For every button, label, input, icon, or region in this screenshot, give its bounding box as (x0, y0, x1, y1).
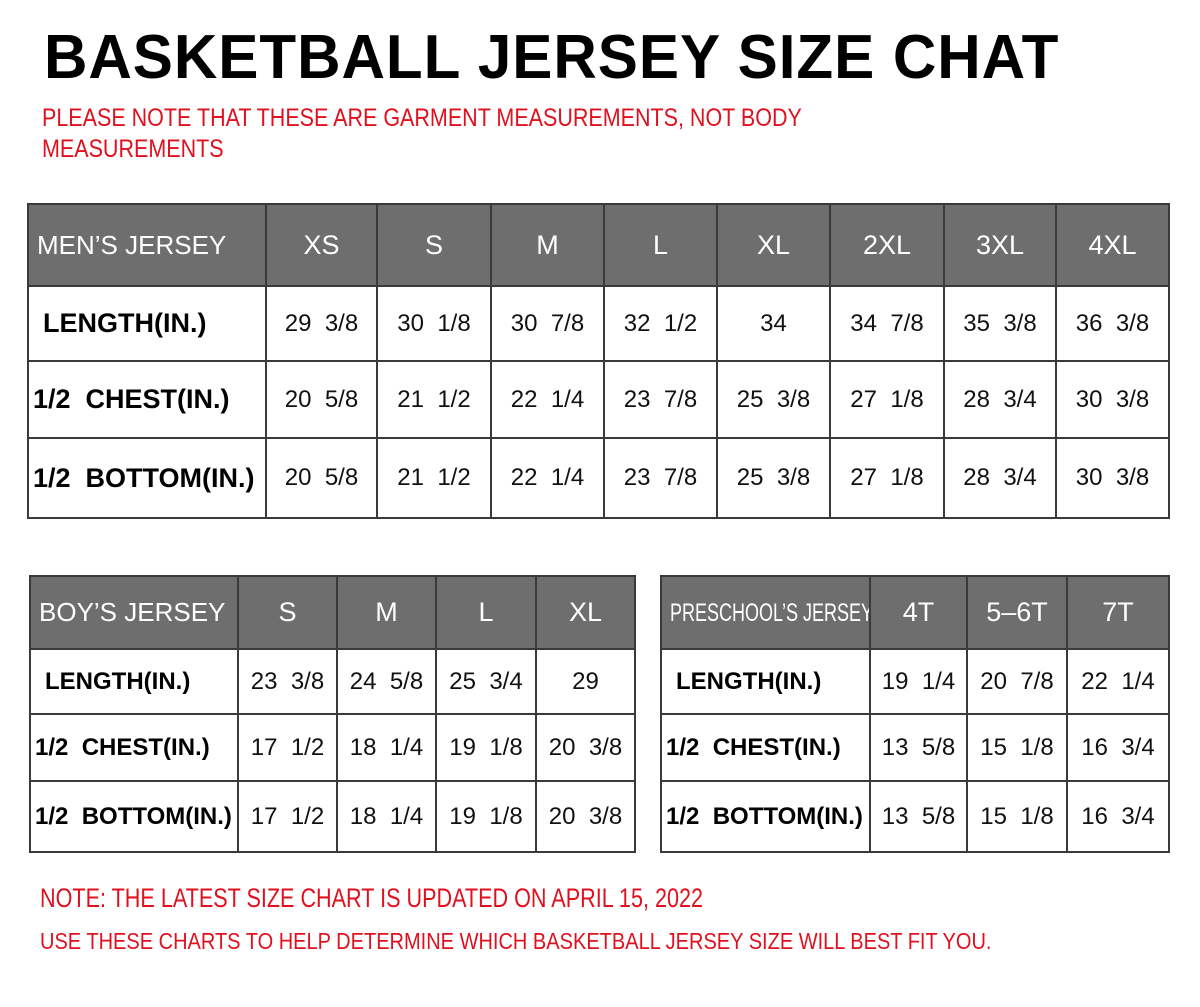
header-row: MEN’S JERSEY XS S M L XL 2XL 3XL 4XL (27, 203, 1170, 287)
measurement-value: 23 3/8 (237, 648, 338, 715)
size-header: S (237, 575, 338, 650)
measurement-value: 27 1/8 (829, 360, 945, 439)
table-row: LENGTH(IN.) 29 3/8 30 1/8 30 7/8 32 1/2 34 34 … (27, 285, 1170, 362)
table-row: 1/2 CHEST(IN.) 17 1/2 18 1/4 19 1/8 20 3/8 (29, 713, 636, 782)
size-header: 7T (1066, 575, 1170, 650)
size-header: L (603, 203, 718, 287)
measurement-value: 34 (716, 285, 831, 362)
size-header: XL (535, 575, 636, 650)
size-header: 2XL (829, 203, 945, 287)
size-header: XS (265, 203, 378, 287)
measurement-value: 34 7/8 (829, 285, 945, 362)
measurement-value: 29 3/8 (265, 285, 378, 362)
header-row: PRESCHOOL’S JERSEY 4T 5–6T 7T (660, 575, 1170, 650)
measurement-label: LENGTH(IN.) (660, 648, 871, 715)
measurement-value: 30 3/8 (1055, 360, 1170, 439)
table-row: LENGTH(IN.) 19 1/4 20 7/8 22 1/4 (660, 648, 1170, 715)
table-label: PRESCHOOL’S JERSEY (660, 575, 871, 650)
measurement-value: 20 7/8 (966, 648, 1068, 715)
measurement-value: 20 3/8 (535, 780, 636, 853)
measurement-value: 13 5/8 (869, 713, 968, 782)
measurement-value: 18 1/4 (336, 780, 437, 853)
measurement-value: 20 3/8 (535, 713, 636, 782)
measurement-value: 15 1/8 (966, 780, 1068, 853)
measurement-value: 23 7/8 (603, 360, 718, 439)
measurement-value: 27 1/8 (829, 437, 945, 519)
usage-note: USE THESE CHARTS TO HELP DETERMINE WHICH… (40, 928, 992, 954)
table-label: MEN’S JERSEY (27, 203, 267, 287)
measurement-value: 19 1/4 (869, 648, 968, 715)
measurement-label: 1/2 CHEST(IN.) (27, 360, 267, 439)
mens-size-table: MEN’S JERSEY XS S M L XL 2XL 3XL 4XL LENGTH(IN.) 2… (27, 203, 1170, 519)
measurement-value: 30 3/8 (1055, 437, 1170, 519)
measurement-label: 1/2 BOTTOM(IN.) (27, 437, 267, 519)
measurement-value: 28 3/4 (943, 437, 1057, 519)
measurement-value: 28 3/4 (943, 360, 1057, 439)
measurement-value: 16 3/4 (1066, 713, 1170, 782)
measurement-value: 22 1/4 (490, 360, 605, 439)
garment-note: PLEASE NOTE THAT THESE ARE GARMENT MEASU… (42, 103, 802, 165)
measurement-value: 21 1/2 (376, 360, 492, 439)
table-label: BOY’S JERSEY (29, 575, 239, 650)
measurement-label: 1/2 CHEST(IN.) (660, 713, 871, 782)
size-header: M (336, 575, 437, 650)
measurement-value: 36 3/8 (1055, 285, 1170, 362)
measurement-value: 19 1/8 (435, 713, 537, 782)
table-row: 1/2 CHEST(IN.) 20 5/8 21 1/2 22 1/4 23 7/8 25… (27, 360, 1170, 439)
measurement-value: 32 1/2 (603, 285, 718, 362)
measurement-value: 17 1/2 (237, 780, 338, 853)
page-title: BASKETBALL JERSEY SIZE CHAT (44, 23, 1060, 92)
measurement-label: LENGTH(IN.) (27, 285, 267, 362)
measurement-value: 29 (535, 648, 636, 715)
table-row: 1/2 BOTTOM(IN.) 13 5/8 15 1/8 16 3/4 (660, 780, 1170, 853)
measurement-value: 18 1/4 (336, 713, 437, 782)
measurement-value: 22 1/4 (490, 437, 605, 519)
size-header: L (435, 575, 537, 650)
measurement-value: 30 7/8 (490, 285, 605, 362)
size-header: 3XL (943, 203, 1057, 287)
measurement-value: 25 3/8 (716, 360, 831, 439)
measurement-value: 35 3/8 (943, 285, 1057, 362)
measurement-value: 25 3/8 (716, 437, 831, 519)
header-row: BOY’S JERSEY S M L XL (29, 575, 636, 650)
table-row: 1/2 BOTTOM(IN.) 20 5/8 21 1/2 22 1/4 23 7/8 2… (27, 437, 1170, 519)
measurement-value: 21 1/2 (376, 437, 492, 519)
size-header: XL (716, 203, 831, 287)
measurement-value: 16 3/4 (1066, 780, 1170, 853)
measurement-value: 17 1/2 (237, 713, 338, 782)
size-header: 5–6T (966, 575, 1068, 650)
measurement-value: 15 1/8 (966, 713, 1068, 782)
boys-size-table: BOY’S JERSEY S M L XL LENGTH(IN.) 23 3/8 24 5/8… (29, 575, 636, 853)
measurement-value: 19 1/8 (435, 780, 537, 853)
measurement-value: 13 5/8 (869, 780, 968, 853)
size-header: M (490, 203, 605, 287)
garment-note-line-2: MEASUREMENTS (42, 135, 224, 163)
update-note: NOTE: THE LATEST SIZE CHART IS UPDATED O… (40, 883, 704, 913)
size-header: 4XL (1055, 203, 1170, 287)
preschool-size-table: PRESCHOOL’S JERSEY 4T 5–6T 7T LENGTH(IN.) 19 … (660, 575, 1170, 853)
garment-note-line-1: PLEASE NOTE THAT THESE ARE GARMENT MEASU… (42, 104, 802, 132)
measurement-label: 1/2 CHEST(IN.) (29, 713, 239, 782)
measurement-value: 20 5/8 (265, 360, 378, 439)
size-header: S (376, 203, 492, 287)
measurement-value: 24 5/8 (336, 648, 437, 715)
size-header: 4T (869, 575, 968, 650)
measurement-value: 20 5/8 (265, 437, 378, 519)
measurement-value: 22 1/4 (1066, 648, 1170, 715)
measurement-label: 1/2 BOTTOM(IN.) (29, 780, 239, 853)
measurement-label: LENGTH(IN.) (29, 648, 239, 715)
measurement-value: 25 3/4 (435, 648, 537, 715)
measurement-label: 1/2 BOTTOM(IN.) (660, 780, 871, 853)
measurement-value: 30 1/8 (376, 285, 492, 362)
measurement-value: 23 7/8 (603, 437, 718, 519)
table-row: 1/2 CHEST(IN.) 13 5/8 15 1/8 16 3/4 (660, 713, 1170, 782)
table-row: 1/2 BOTTOM(IN.) 17 1/2 18 1/4 19 1/8 20 3/8 (29, 780, 636, 853)
table-row: LENGTH(IN.) 23 3/8 24 5/8 25 3/4 29 (29, 648, 636, 715)
